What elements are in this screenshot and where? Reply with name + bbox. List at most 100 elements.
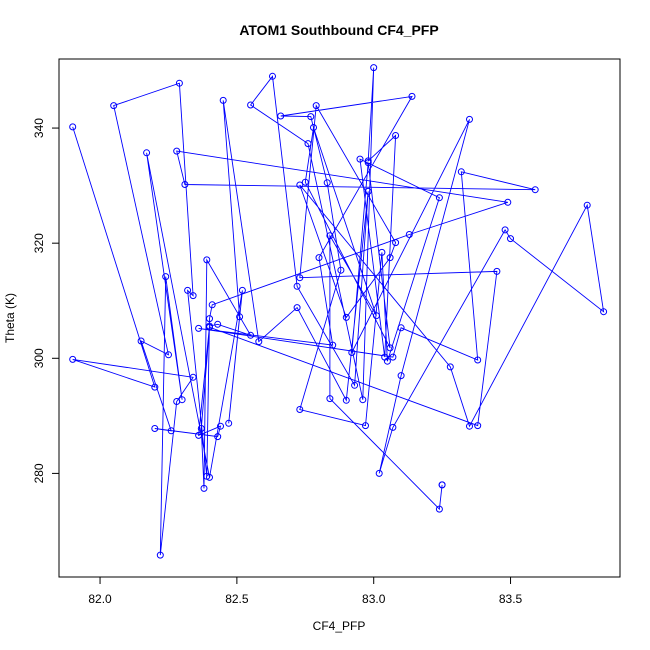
x-tick-label-2: 83.0 [362,592,386,606]
data-point-62 [214,433,222,441]
data-point-46 [531,186,539,194]
data-point-34 [337,266,345,274]
data-point-14 [255,338,263,346]
data-point-5 [156,551,164,559]
data-point-38 [408,92,416,100]
data-point-76 [392,239,400,247]
data-point-1 [151,383,159,391]
data-point-23 [359,396,367,404]
data-point-84 [507,235,514,243]
data-point-85 [501,226,509,234]
data-point-31 [378,248,386,256]
data-point-50 [405,231,413,238]
y-tick-label-0: 280 [32,463,46,483]
y-tick-label-1: 300 [32,348,46,368]
data-point-68 [203,256,211,264]
data-point-13 [219,96,227,104]
x-axis: 82.0 82.5 83.0 83.5 [88,576,523,606]
data-point-53 [203,472,211,480]
data-point-11 [225,419,233,427]
y-tick-label-3: 340 [32,118,46,138]
data-point-74 [296,274,304,282]
data-point-100 [438,481,446,489]
y-tick-label-2: 320 [32,233,46,253]
data-point-64 [195,431,203,439]
data-point-26 [392,132,400,139]
data-point-86 [389,423,397,431]
data-point-18 [351,381,359,389]
x-tick-label-1: 82.5 [225,592,249,606]
data-point-79 [296,181,304,189]
data-point-77 [386,254,394,262]
y-axis-label: Theta (K) [3,293,17,343]
data-point-12 [236,313,244,321]
data-point-29 [435,194,443,202]
data-point-70 [197,425,205,432]
data-point-54 [184,286,192,294]
data-point-3 [189,373,197,381]
data-point-48 [173,147,181,155]
data-point-8 [143,149,151,157]
data-point-61 [151,425,159,432]
data-point-41 [195,324,203,332]
data-point-60 [167,427,175,435]
data-point-19 [293,282,301,290]
data-point-39 [315,254,323,262]
data-point-20 [269,72,276,80]
data-point-87 [375,469,383,477]
data-point-16 [342,396,350,404]
data-point-32 [362,422,369,430]
data-point-44 [474,356,482,364]
data-point-43 [397,324,405,332]
data-point-36 [307,113,315,121]
data-point-22 [304,140,312,148]
data-point-90 [348,349,356,356]
data-point-42 [389,353,397,361]
x-tick-label-3: 83.5 [499,592,523,606]
data-point-83 [600,308,608,316]
data-point-98 [435,505,443,513]
data-point-55 [189,292,197,300]
data-point-73 [493,267,501,275]
data-point-66 [214,320,222,328]
data-point-78 [342,313,350,321]
data-point-59 [137,337,145,345]
series-line [72,67,605,556]
data-point-80 [446,363,454,371]
x-tick-label-0: 82.0 [88,592,112,606]
data-point-47 [181,181,189,188]
data-point-72 [474,422,482,430]
data-point-21 [247,101,255,109]
data-point-71 [206,323,213,331]
data-point-49 [504,198,512,206]
data-point-17 [364,187,372,195]
data-point-58 [165,351,172,359]
data-point-15 [293,304,301,312]
data-point-94 [310,124,317,131]
data-point-7 [178,396,186,404]
plot-frame [58,58,621,578]
data-point-81 [466,422,473,430]
data-point-69 [200,484,208,492]
data-point-63 [217,422,224,430]
data-point-10 [238,286,246,294]
data-point-6 [162,273,170,281]
data-point-24 [370,64,378,72]
data-point-52 [206,315,213,323]
data-point-82 [583,201,591,209]
x-axis-label: CF4_PFP [313,619,366,633]
data-point-97 [326,395,334,403]
data-point-75 [312,102,320,110]
data-point-30 [383,357,391,365]
data-point-92 [386,344,394,352]
data-point-28 [356,155,364,163]
y-axis: 280 300 320 340 [32,118,60,483]
data-point-45 [457,168,465,176]
data-point-95 [372,312,380,320]
series-group [69,64,608,559]
data-point-35 [323,179,331,187]
data-point-37 [277,112,285,120]
chart-title: ATOM1 Southbound CF4_PFP [239,22,438,38]
data-point-0 [69,123,77,131]
data-point-91 [364,159,372,167]
